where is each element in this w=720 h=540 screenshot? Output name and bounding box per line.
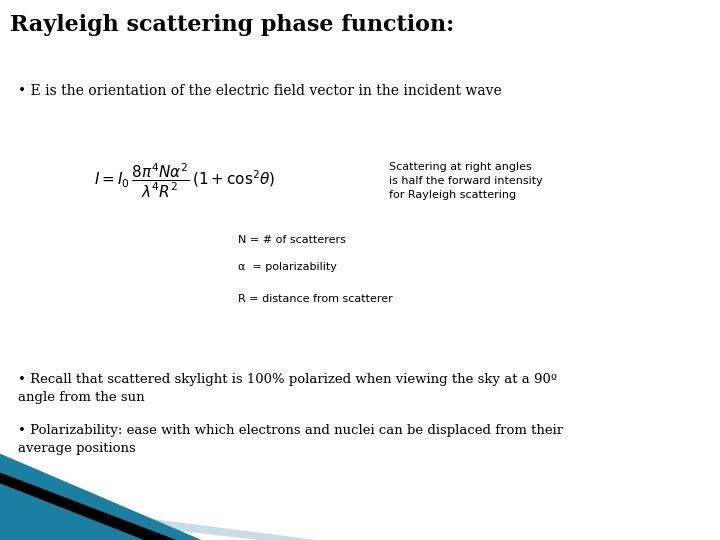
Text: • E is the orientation of the electric field vector in the incident wave: • E is the orientation of the electric f…	[18, 84, 502, 98]
Text: R = distance from scatterer: R = distance from scatterer	[238, 294, 392, 305]
Text: • Polarizability: ease with which electrons and nuclei can be displaced from the: • Polarizability: ease with which electr…	[18, 424, 563, 455]
Text: N = # of scatterers: N = # of scatterers	[238, 235, 346, 245]
Text: $I = I_0\,\dfrac{8\pi^4 N\alpha^2}{\lambda^4 R^2}\,(1 + \cos^2\!\theta)$: $I = I_0\,\dfrac{8\pi^4 N\alpha^2}{\lamb…	[94, 162, 275, 200]
Polygon shape	[0, 472, 176, 540]
Text: Scattering at right angles
is half the forward intensity
for Rayleigh scattering: Scattering at right angles is half the f…	[389, 162, 543, 200]
Polygon shape	[0, 454, 202, 540]
Text: Rayleigh scattering phase function:: Rayleigh scattering phase function:	[10, 14, 454, 36]
Text: • Recall that scattered skylight is 100% polarized when viewing the sky at a 90º: • Recall that scattered skylight is 100%…	[18, 373, 557, 403]
Text: α  = polarizability: α = polarizability	[238, 262, 336, 272]
Polygon shape	[0, 500, 317, 540]
